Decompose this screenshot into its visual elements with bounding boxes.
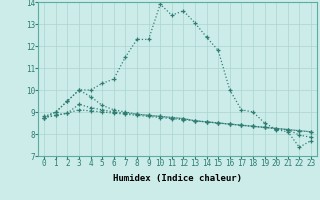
X-axis label: Humidex (Indice chaleur): Humidex (Indice chaleur) xyxy=(113,174,242,183)
